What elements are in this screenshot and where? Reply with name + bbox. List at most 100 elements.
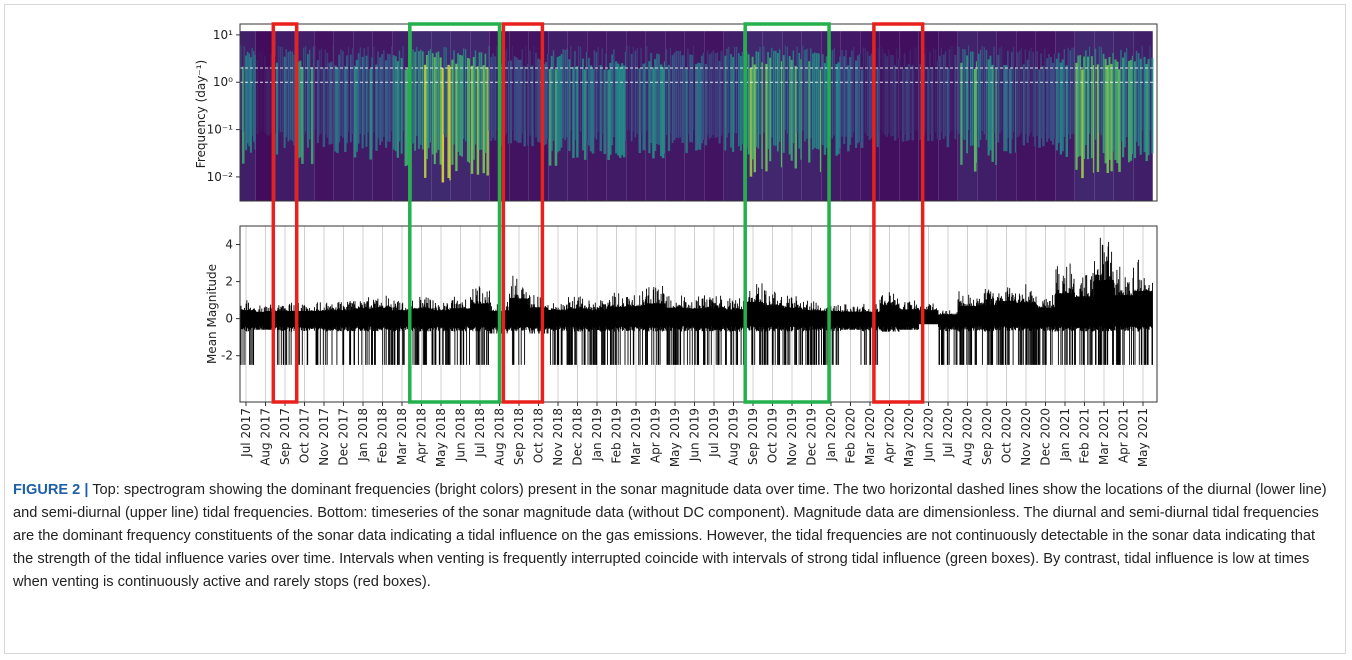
spectrogram-streak [593, 50, 596, 138]
spectrogram-streak [1032, 51, 1035, 137]
y-tick-label: 0 [225, 312, 233, 326]
spectrogram-streak [971, 51, 974, 146]
spectrogram-streak [550, 55, 553, 151]
spectrogram-column [1094, 31, 1115, 201]
spectrogram-streak [461, 55, 463, 157]
x-tick-label: Oct 2019 [766, 408, 780, 463]
spectrogram-column [1055, 31, 1075, 201]
spectrogram-streak [730, 54, 732, 148]
spectrogram-streak [519, 59, 522, 143]
spectrogram-streak [634, 50, 637, 138]
spectrogram-column [1035, 31, 1056, 201]
spectrogram-streak [893, 65, 897, 141]
magnitude-trace [801, 300, 822, 365]
spectrogram-streak [973, 68, 977, 172]
magnitude-trace [996, 287, 1017, 365]
spectrogram-streak [1022, 64, 1026, 146]
spectrogram-streak [839, 56, 842, 149]
spectrogram-column [860, 31, 880, 201]
x-tick-label: Jan 2019 [590, 408, 604, 462]
spectrogram-streak [761, 62, 764, 169]
spectrogram-streak [878, 48, 880, 134]
spectrogram-streak [790, 59, 793, 161]
magnitude-trace [860, 303, 880, 365]
spectrogram-streak [782, 55, 785, 153]
spectrogram-streak [416, 47, 418, 137]
spectrogram-streak [1016, 52, 1019, 138]
spectrogram-streak [952, 45, 954, 130]
spectrogram-streak [736, 46, 738, 134]
spectrogram-streak [328, 62, 331, 145]
spectrogram-streak [788, 56, 791, 155]
x-tick-label: Aug 2020 [961, 408, 975, 466]
spectrogram-streak [509, 60, 513, 144]
spectrogram-streak [406, 68, 410, 166]
spectrogram-streak [617, 63, 620, 156]
spectrogram-streak [624, 51, 627, 141]
spectrogram-streak [291, 51, 294, 141]
spectrogram-streak [659, 64, 663, 157]
spectrogram-streak [1030, 47, 1032, 133]
spectrogram-streak [542, 64, 546, 146]
spectrogram-streak [560, 54, 563, 148]
spectrogram-streak [1028, 50, 1031, 136]
spectrogram-streak [287, 51, 290, 142]
x-tick-label: May 2018 [434, 408, 448, 467]
spectrogram-streak [679, 50, 682, 138]
magnitude-trace [567, 296, 588, 365]
spectrogram-streak [379, 57, 382, 146]
spectrogram-streak [511, 45, 513, 131]
spectrogram-streak [1092, 65, 1096, 173]
magnitude-trace [372, 295, 393, 365]
magnitude-trace [977, 289, 997, 365]
spectrogram-streak [1141, 45, 1143, 131]
spectrogram-streak [802, 45, 804, 131]
spectrogram-streak [392, 55, 395, 150]
x-tick-label: Jul 2017 [239, 408, 253, 458]
spectrogram-column [431, 31, 452, 201]
magnitude-trace [450, 296, 471, 365]
spectrogram-streak [652, 67, 655, 159]
spectrogram-streak [1063, 49, 1066, 137]
spectrogram-streak [1012, 47, 1015, 133]
spectrogram-streak [258, 49, 260, 132]
y-tick-label: 4 [225, 238, 233, 252]
x-tick-label: Sep 2019 [746, 408, 760, 465]
spectrogram-streak [251, 47, 253, 136]
spectrogram-streak [905, 66, 909, 141]
spectrogram-streak [1046, 58, 1049, 142]
magnitude-trace [1133, 259, 1153, 365]
spectrogram-streak [882, 49, 884, 133]
magnitude-trace [645, 286, 666, 365]
spectrogram-column [372, 31, 393, 201]
spectrogram-streak [1065, 65, 1069, 157]
spectrogram-streak [897, 58, 900, 138]
spectrogram-streak [804, 49, 806, 142]
spectrogram-streak [246, 51, 249, 144]
x-tick-label: Dec 2019 [805, 408, 819, 466]
spectrogram-streak [347, 46, 350, 132]
spectrogram-streak [854, 60, 858, 148]
magnitude-trace [431, 300, 451, 365]
highlight-box [501, 22, 545, 404]
spectrogram-streak [640, 47, 642, 134]
spectrogram-streak [884, 53, 886, 136]
spectrogram-streak [488, 45, 490, 131]
spectrogram-streak [870, 53, 873, 139]
spectrogram-streak [585, 51, 588, 142]
spectrogram-column [1133, 31, 1154, 201]
spectrogram-streak [359, 47, 361, 134]
spectrogram-streak [954, 54, 957, 140]
spectrogram-streak [293, 54, 296, 146]
magnitude-trace [1074, 273, 1095, 365]
spectrogram-streak [999, 47, 1001, 134]
spectrogram-streak [478, 52, 481, 150]
spectrogram-column [626, 31, 647, 201]
spectrogram-streak [1057, 52, 1060, 143]
spectrogram-streak [525, 45, 527, 131]
spectrogram-streak [1124, 52, 1126, 148]
spectrogram-streak [609, 62, 612, 155]
x-tick-label: Jul 2020 [941, 408, 955, 458]
spectrogram-streak [346, 55, 348, 144]
x-tick-label: Jan 2018 [356, 408, 370, 462]
